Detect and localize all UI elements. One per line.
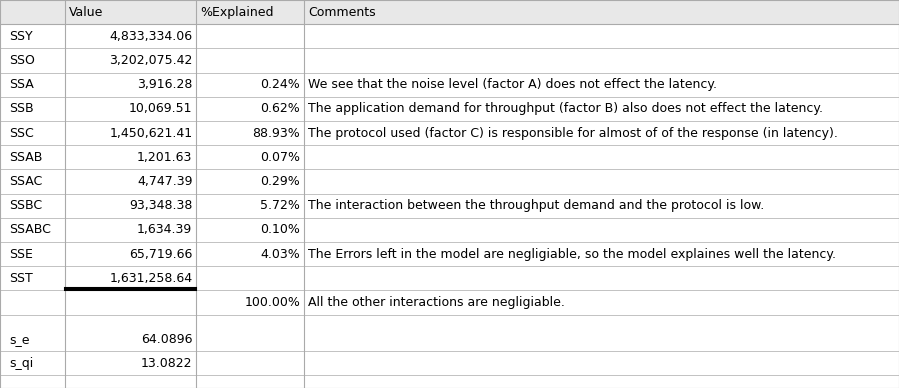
Text: SSAC: SSAC [9, 175, 42, 188]
Text: 1,450,621.41: 1,450,621.41 [110, 126, 192, 140]
Text: SSBC: SSBC [9, 199, 42, 212]
Text: 5.72%: 5.72% [261, 199, 300, 212]
Text: SSE: SSE [9, 248, 33, 261]
Text: SSB: SSB [9, 102, 33, 115]
Text: 1,631,258.64: 1,631,258.64 [110, 272, 192, 285]
Text: We see that the noise level (factor A) does not effect the latency.: We see that the noise level (factor A) d… [308, 78, 717, 91]
Text: The interaction between the throughput demand and the protocol is low.: The interaction between the throughput d… [308, 199, 765, 212]
Text: 4.03%: 4.03% [261, 248, 300, 261]
Text: 1,201.63: 1,201.63 [137, 151, 192, 164]
Text: Comments: Comments [308, 5, 376, 19]
Text: SSAB: SSAB [9, 151, 42, 164]
Text: 13.0822: 13.0822 [141, 357, 192, 370]
Text: SSABC: SSABC [9, 223, 51, 236]
Text: 93,348.38: 93,348.38 [129, 199, 192, 212]
Text: %Explained: %Explained [200, 5, 274, 19]
Text: The Errors left in the model are negligiable, so the model explaines well the la: The Errors left in the model are negligi… [308, 248, 836, 261]
Text: s_e: s_e [9, 333, 30, 346]
Text: 65,719.66: 65,719.66 [129, 248, 192, 261]
Text: The application demand for throughput (factor B) also does not effect the latenc: The application demand for throughput (f… [308, 102, 823, 115]
Text: 4,747.39: 4,747.39 [137, 175, 192, 188]
Text: 100.00%: 100.00% [245, 296, 300, 309]
Text: 0.07%: 0.07% [261, 151, 300, 164]
Text: 3,916.28: 3,916.28 [137, 78, 192, 91]
Text: All the other interactions are negligiable.: All the other interactions are negligiab… [308, 296, 565, 309]
Text: SST: SST [9, 272, 32, 285]
Text: SSC: SSC [9, 126, 34, 140]
Text: SSA: SSA [9, 78, 34, 91]
Text: 0.29%: 0.29% [261, 175, 300, 188]
Text: 0.10%: 0.10% [261, 223, 300, 236]
Text: 64.0896: 64.0896 [141, 333, 192, 346]
Text: 0.62%: 0.62% [261, 102, 300, 115]
Text: SSY: SSY [9, 30, 32, 43]
Text: 88.93%: 88.93% [253, 126, 300, 140]
Text: 10,069.51: 10,069.51 [129, 102, 192, 115]
Text: 3,202,075.42: 3,202,075.42 [109, 54, 192, 67]
Text: SSO: SSO [9, 54, 35, 67]
Text: s_qi: s_qi [9, 357, 33, 370]
Text: The protocol used (factor C) is responsible for almost of of the response (in la: The protocol used (factor C) is responsi… [308, 126, 838, 140]
Bar [0, 0, 899, 24]
Text: 0.24%: 0.24% [261, 78, 300, 91]
Text: 4,833,334.06: 4,833,334.06 [110, 30, 192, 43]
Text: Value: Value [69, 5, 103, 19]
Text: 1,634.39: 1,634.39 [138, 223, 192, 236]
